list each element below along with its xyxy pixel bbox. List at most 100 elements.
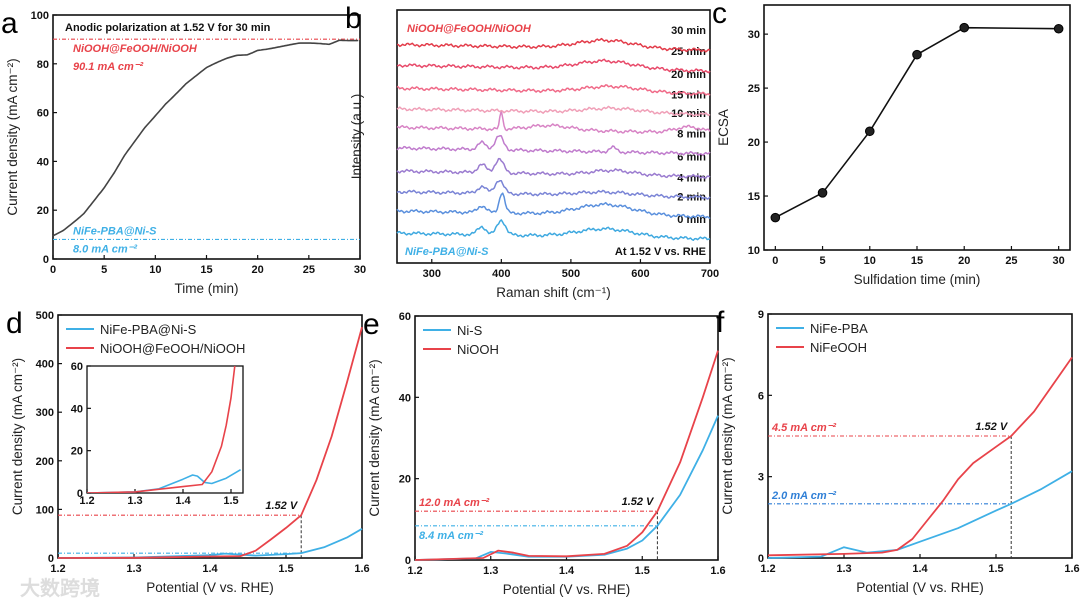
x-axis-title: Time (min) [175, 281, 239, 296]
condition-label: At 1.52 V vs. RHE [615, 246, 706, 258]
panel-letter: e [363, 308, 380, 341]
y-tick-label: 3 [758, 472, 764, 484]
inset-plot: 1.2 1.3 1.4 1.5 0 20 40 60 [71, 361, 244, 507]
y-tick-label: 80 [37, 59, 49, 71]
y-axis-title: Current density (mA cm⁻²) [10, 358, 25, 515]
y-tick-label: 9 [758, 309, 764, 321]
y-tick-label: 15 [748, 191, 760, 203]
y-tick-label: 100 [36, 504, 54, 516]
series-line-spectrum-2-min [396, 192, 711, 220]
panel-d: 1.2 1.3 1.4 1.5 1.60100200300400500Potential… [6, 307, 370, 595]
panel-letter: a [1, 7, 18, 40]
guide-label: 4.5 mA cm⁻² [771, 422, 836, 434]
x-axis-title: Raman shift (cm⁻¹) [496, 285, 610, 300]
legend-label: NiFeOOH [810, 340, 867, 355]
panel-letter: f [716, 306, 725, 339]
y-tick-label: 40 [71, 403, 83, 415]
potential-marker-label: 1.52 V [622, 496, 655, 508]
x-tick-label: 15 [200, 264, 212, 276]
x-tick-label: 25 [303, 264, 315, 276]
x-tick-label: 1.2 [79, 495, 94, 507]
series-line-nifeooh [767, 356, 1073, 557]
x-tick-label: 1.3 [836, 563, 851, 575]
x-tick-label: 1.6 [1064, 563, 1079, 575]
y-axis-title: Intensity (a.u.) [349, 94, 364, 180]
panel-letter: d [6, 307, 23, 340]
plot-frame [763, 4, 1071, 251]
data-point [1053, 23, 1064, 34]
series-line-nife-pba [767, 470, 1073, 559]
y-tick-label: 0 [758, 553, 764, 565]
potential-marker-label: 1.52 V [265, 500, 298, 512]
bottom-sample-label: NiFe-PBA@Ni-S [405, 246, 489, 258]
x-tick-label: 300 [423, 268, 441, 280]
y-tick-label: 300 [36, 407, 54, 419]
x-tick-label: 1.5 [223, 495, 238, 507]
x-tick-label: 1.6 [710, 565, 725, 577]
watermark: 大数跨境 [20, 576, 100, 600]
panel-c: 0 5 10 15 20 25 30 10 15 20 25 30 Sulfidation time (… [712, 0, 1071, 287]
x-tick-label: 1.4 [912, 563, 928, 575]
x-axis-title: Sulfidation time (min) [854, 272, 981, 287]
y-tick-label: 20 [399, 474, 411, 486]
spectrum-label: 8 min [677, 129, 706, 141]
legend-label: Ni-S [457, 323, 483, 338]
x-tick-label: 500 [562, 268, 580, 280]
guide-value: 90.1 mA cm⁻² [73, 61, 144, 73]
y-tick-label: 40 [399, 392, 411, 404]
spectrum-label: 20 min [671, 69, 706, 81]
x-tick-label: 1.5 [278, 563, 293, 575]
x-tick-label: 1.6 [354, 563, 369, 575]
x-tick-label: 0 [50, 264, 56, 276]
potential-marker-label: 1.52 V [975, 421, 1008, 433]
data-point [817, 187, 828, 198]
series-line-current [52, 39, 359, 237]
series-line-spectrum-0-min [396, 219, 711, 241]
chart-title: Anodic polarization at 1.52 V for 30 min [65, 22, 271, 34]
data-point [864, 126, 875, 137]
series-line-spectrum-30-min [396, 37, 711, 53]
y-tick-label: 0 [405, 555, 411, 567]
legend-label: NiOOH [457, 342, 499, 357]
x-tick-label: 10 [864, 255, 876, 267]
x-tick-label: 0 [772, 255, 778, 267]
x-axis-title: Potential (V vs. RHE) [503, 582, 631, 597]
x-tick-label: 20 [252, 264, 264, 276]
spectrum-label: 15 min [671, 90, 706, 102]
x-tick-label: 1.4 [559, 565, 575, 577]
panel-letter: c [712, 0, 727, 30]
x-tick-label: 1.5 [988, 563, 1003, 575]
legend-label: NiFe-PBA@Ni-S [100, 322, 197, 337]
panel-b: 300 400 500 600 700 Raman shift (cm⁻¹) Intensi… [345, 2, 719, 300]
series-line-spectrum-15-min [396, 105, 711, 117]
y-tick-label: 0 [77, 488, 83, 500]
x-tick-label: 1.4 [202, 563, 218, 575]
legend-label: NiOOH@FeOOH/NiOOH [100, 341, 245, 356]
data-point [959, 22, 970, 33]
y-tick-label: 200 [36, 456, 54, 468]
panel-f: 1.2 1.3 1.4 1.5 1.6 0 3 6 9 Potential (V vs. RHE)… [716, 306, 1080, 595]
spectrum-label: 30 min [671, 25, 706, 37]
y-tick-label: 6 [758, 390, 764, 402]
x-tick-label: 5 [819, 255, 825, 267]
y-axis-title: Current density (mA cm⁻²) [720, 357, 735, 514]
series-line-niooh [414, 350, 719, 561]
guide-label: 12.0 mA cm⁻² [419, 497, 490, 509]
y-tick-label: 30 [748, 29, 760, 41]
y-axis-title: Current density (mA cm⁻²) [367, 359, 382, 516]
x-tick-label: 25 [1005, 255, 1017, 267]
series-line-spectrum-20-min [396, 84, 711, 96]
y-tick-label: 60 [37, 108, 49, 120]
data-point [912, 49, 922, 60]
series-line-spectrum-10-min [396, 110, 711, 135]
series-line-spectrum-8-min [396, 135, 711, 156]
guide-label: 2.0 mA cm⁻² [771, 490, 836, 502]
series-line-niooh-feooh-niooh [57, 326, 363, 559]
y-tick-label: 0 [48, 553, 54, 565]
y-axis-title: Current density (mA cm⁻²) [5, 58, 20, 215]
x-tick-label: 30 [354, 264, 366, 276]
x-tick-label: 1.2 [760, 563, 775, 575]
series-line-niooh-feooh-niooh [87, 366, 236, 493]
inset-curves [87, 366, 242, 493]
panel-e: 1.2 1.3 1.4 1.5 1.6 0 20 40 60 Potential (V vs. R… [363, 308, 726, 597]
